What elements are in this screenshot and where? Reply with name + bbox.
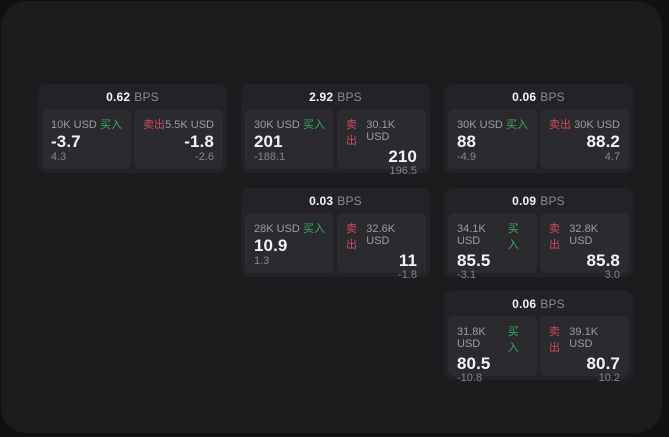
buy-quote-cell[interactable]: 30K USD 买入 88 -4.9	[448, 109, 537, 169]
buy-notional: 30K USD	[457, 119, 503, 131]
sell-change: 3.0	[604, 269, 620, 281]
buy-notional: 28K USD	[254, 223, 300, 235]
sell-change: -1.8	[398, 269, 417, 281]
bps-value: 0.03	[309, 193, 334, 208]
sell-label: 卖出	[346, 223, 357, 251]
sell-notional: 32.8K USD	[569, 223, 599, 247]
sell-price: 210	[388, 147, 417, 166]
sell-price: 85.8	[586, 251, 620, 270]
bps-value: 2.92	[309, 89, 334, 104]
bps-unit: BPS	[540, 89, 565, 104]
sell-quote-cell[interactable]: 卖出 32.8K USD 85.8 3.0	[540, 213, 629, 281]
buy-change: 1.3	[254, 255, 270, 267]
bps-value: 0.06	[512, 296, 537, 311]
buy-change: -188.1	[254, 151, 286, 163]
spread-header: 0.03 BPS	[241, 188, 430, 213]
sell-price: 80.7	[586, 354, 620, 373]
sell-price: 11	[398, 251, 417, 270]
spread-card: 0.06 BPS 31.8K USD 买入 80.5 -10.8 卖出 39.1…	[444, 291, 633, 384]
buy-label: 买入	[507, 326, 519, 354]
buy-quote-cell[interactable]: 30K USD 买入 201 -188.1	[245, 109, 334, 169]
sell-notional: 30K USD	[574, 119, 620, 131]
spread-card: 0.62 BPS 10K USD 买入 -3.7 4.3 卖出 5.5K USD…	[38, 84, 227, 173]
buy-label: 买入	[303, 223, 325, 235]
buy-change: -4.9	[457, 151, 476, 163]
buy-notional: 30K USD	[254, 119, 300, 131]
sell-change: 4.7	[604, 151, 620, 163]
sell-change: 196.5	[389, 165, 417, 177]
buy-price: 201	[254, 132, 283, 151]
sell-label: 卖出	[346, 119, 357, 147]
spread-header: 2.92 BPS	[241, 84, 430, 109]
buy-label: 买入	[507, 223, 519, 251]
bps-value: 0.62	[106, 89, 131, 104]
buy-quote-cell[interactable]: 31.8K USD 买入 80.5 -10.8	[448, 316, 537, 384]
spread-header: 0.62 BPS	[38, 84, 227, 109]
buy-price: 85.5	[457, 251, 491, 270]
sell-label: 卖出	[549, 223, 560, 251]
bps-unit: BPS	[337, 89, 362, 104]
buy-price: 80.5	[457, 354, 491, 373]
buy-price: 88	[457, 132, 477, 151]
buy-label: 买入	[303, 119, 325, 131]
buy-notional: 31.8K USD	[457, 326, 486, 350]
sell-quote-cell[interactable]: 卖出 30K USD 88.2 4.7	[540, 109, 629, 169]
sell-label: 卖出	[549, 119, 571, 131]
bps-value: 0.06	[512, 89, 537, 104]
bps-value: 0.09	[512, 193, 537, 208]
buy-notional: 34.1K USD	[457, 223, 486, 247]
buy-notional: 10K USD	[51, 119, 97, 131]
buy-label: 买入	[100, 119, 122, 131]
spread-header: 0.06 BPS	[444, 291, 633, 316]
sell-quote-cell[interactable]: 卖出 30.1K USD 210 196.5	[337, 109, 426, 177]
buy-quote-cell[interactable]: 34.1K USD 买入 85.5 -3.1	[448, 213, 537, 281]
sell-notional: 30.1K USD	[366, 119, 396, 143]
spread-card: 0.03 BPS 28K USD 买入 10.9 1.3 卖出 32.6K US…	[241, 188, 430, 281]
sell-notional: 5.5K USD	[165, 119, 214, 131]
buy-label: 买入	[506, 119, 528, 131]
buy-price: 10.9	[254, 236, 288, 255]
spread-card: 0.06 BPS 30K USD 买入 88 -4.9 卖出 30K USD 8…	[444, 84, 633, 173]
buy-change: -3.1	[457, 269, 476, 281]
sell-quote-cell[interactable]: 卖出 32.6K USD 11 -1.8	[337, 213, 426, 281]
buy-quote-cell[interactable]: 10K USD 买入 -3.7 4.3	[42, 109, 131, 169]
sell-notional: 32.6K USD	[366, 223, 396, 247]
sell-label: 卖出	[143, 119, 165, 131]
sell-change: -2.6	[195, 151, 214, 163]
spread-card: 2.92 BPS 30K USD 买入 201 -188.1 卖出 30.1K …	[241, 84, 430, 177]
buy-change: -10.8	[457, 372, 483, 384]
spread-card: 0.09 BPS 34.1K USD 买入 85.5 -3.1 卖出 32.8K…	[444, 188, 633, 281]
sell-change: 10.2	[598, 372, 620, 384]
spread-header: 0.09 BPS	[444, 188, 633, 213]
sell-quote-cell[interactable]: 卖出 5.5K USD -1.8 -2.6	[134, 109, 223, 169]
sell-price: -1.8	[184, 132, 214, 151]
buy-price: -3.7	[51, 132, 81, 151]
bps-unit: BPS	[337, 193, 362, 208]
bps-unit: BPS	[134, 89, 159, 104]
sell-price: 88.2	[586, 132, 620, 151]
sell-quote-cell[interactable]: 卖出 39.1K USD 80.7 10.2	[540, 316, 629, 384]
buy-quote-cell[interactable]: 28K USD 买入 10.9 1.3	[245, 213, 334, 273]
buy-change: 4.3	[51, 151, 67, 163]
bps-unit: BPS	[540, 193, 565, 208]
sell-notional: 39.1K USD	[569, 326, 599, 350]
sell-label: 卖出	[549, 326, 560, 354]
bps-unit: BPS	[540, 296, 565, 311]
spread-header: 0.06 BPS	[444, 84, 633, 109]
